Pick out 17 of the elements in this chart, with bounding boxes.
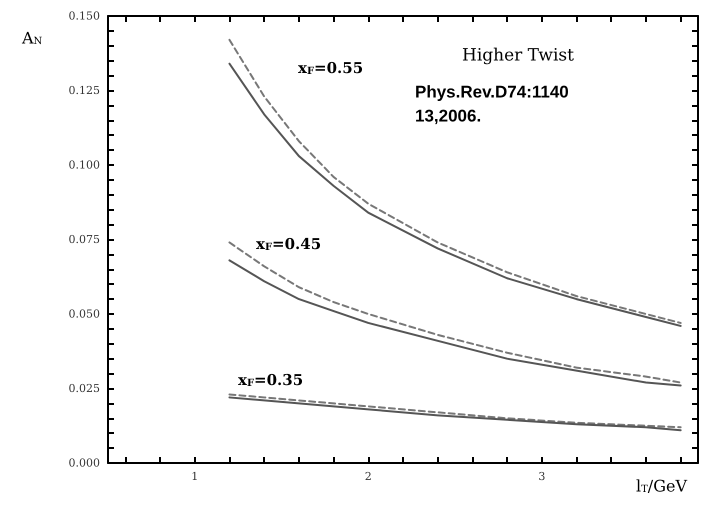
text: Higher Twist: [462, 46, 574, 66]
x-axis-title: lT/GeV: [636, 476, 688, 496]
x-tick-label: 1: [191, 470, 198, 483]
y-tick-label: 0.050: [68, 308, 100, 320]
annotation: xF=0.45: [256, 235, 322, 253]
y-tick-label: 0.025: [68, 382, 100, 395]
x-tick-label: 3: [538, 470, 546, 483]
annotation: Phys.Rev.D74:1140 13,2006.: [415, 82, 569, 126]
y-tick-label: 0.000: [68, 456, 100, 470]
annotation: xF=0.55: [298, 59, 364, 77]
annotation: xF=0.35: [238, 371, 304, 389]
y-tick-label: 0.075: [68, 233, 100, 246]
y-tick-label: 0.150: [68, 10, 100, 22]
x-tick-label: 2: [364, 470, 372, 483]
y-tick-label: 0.125: [68, 84, 100, 97]
y-axis-title: AN: [21, 28, 43, 48]
y-tick-label: 0.100: [68, 158, 100, 172]
